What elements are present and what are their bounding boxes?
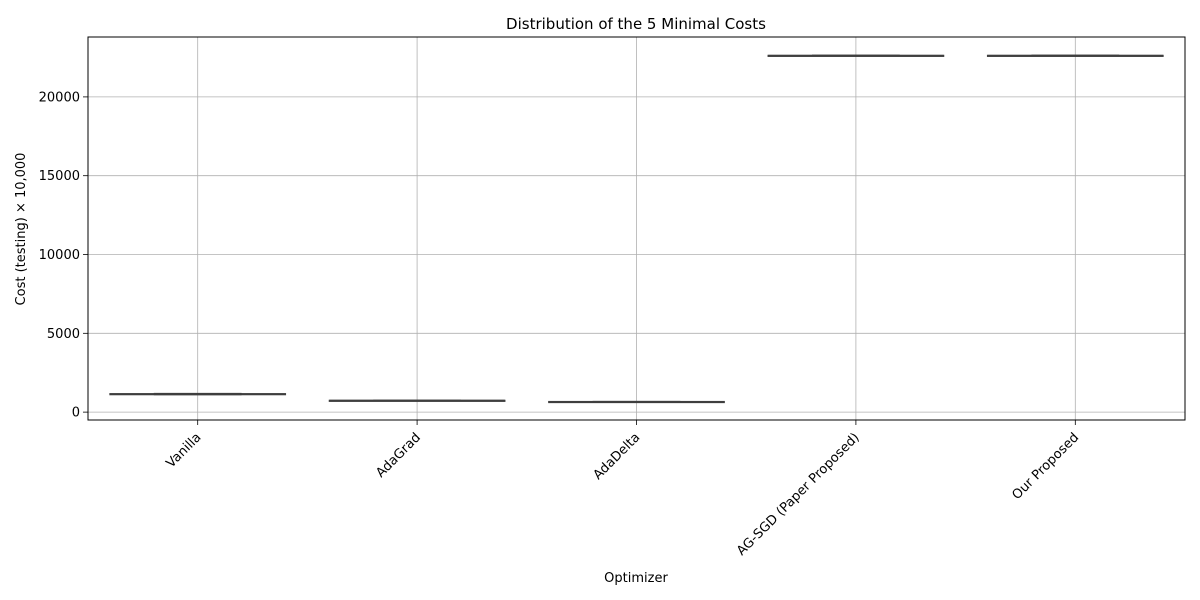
y-axis-ticks: 0 5000 10000 15000 20000 bbox=[39, 90, 88, 421]
y-tick-label: 5000 bbox=[47, 327, 80, 342]
y-tick-label: 10000 bbox=[39, 248, 80, 263]
box-2 bbox=[328, 399, 506, 402]
box-3 bbox=[548, 400, 725, 404]
box-4 bbox=[767, 54, 945, 57]
boxes bbox=[109, 54, 1164, 404]
x-tick-label: AG-SGD (Paper Proposed) bbox=[734, 430, 863, 559]
y-tick-label: 20000 bbox=[39, 90, 80, 105]
y-axis-label: Cost (testing) × 10,000 bbox=[14, 153, 29, 306]
x-tick-label: AdaDelta bbox=[591, 430, 644, 483]
y-tick-label: 0 bbox=[72, 406, 80, 421]
box-1 bbox=[109, 392, 287, 396]
x-axis-label: Optimizer bbox=[604, 571, 668, 586]
y-tick-label: 15000 bbox=[39, 169, 80, 184]
chart-title: Distribution of the 5 Minimal Costs bbox=[506, 15, 766, 33]
x-axis-ticks: Vanilla AdaGrad AdaDelta AG-SGD (Paper Prop… bbox=[164, 420, 1082, 559]
box-5 bbox=[986, 54, 1164, 57]
grid-lines bbox=[88, 37, 1185, 420]
x-tick-label: Our Proposed bbox=[1009, 430, 1082, 503]
x-tick-label: AdaGrad bbox=[373, 430, 424, 481]
x-tick-label: Vanilla bbox=[164, 430, 205, 471]
